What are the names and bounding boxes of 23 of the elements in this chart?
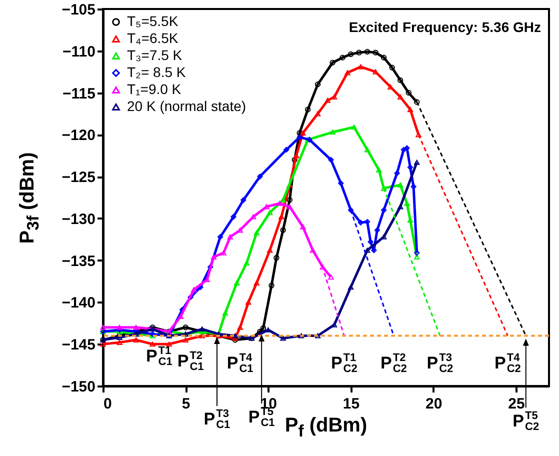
x-tick-label: 15 xyxy=(342,396,360,412)
y-tick-label: −110 xyxy=(62,43,96,60)
legend-label: T₁=9.0 K xyxy=(127,81,182,97)
y-tick-label: −145 xyxy=(62,336,96,354)
y-tick-label: −120 xyxy=(62,127,96,144)
x-tick-label: 5 xyxy=(182,396,190,412)
legend-label: T₂= 8.5 K xyxy=(127,64,186,80)
y-tick-label: −140 xyxy=(62,294,96,312)
x-tick-label: 20 xyxy=(426,396,442,412)
legend-label: 20 K (normal state) xyxy=(127,98,246,114)
legend-label: T₄=6.5K xyxy=(127,30,179,46)
x-tick-label: 25 xyxy=(508,396,525,412)
y-tick-label: −115 xyxy=(62,85,96,102)
legend-label: T₅=5.5K xyxy=(127,13,179,29)
x-tick-label: 0 xyxy=(104,396,112,412)
y-tick-label: −130 xyxy=(62,210,96,228)
y-tick-label: −105 xyxy=(62,2,96,18)
y-tick-label: −135 xyxy=(62,252,96,270)
y-tick-label: −125 xyxy=(62,169,96,186)
y-tick-label: −150 xyxy=(62,378,96,396)
legend-label: T₃=7.5 K xyxy=(127,47,183,63)
x-axis-title: P$_{f}$ (dBm) xyxy=(284,414,368,442)
annotation: Excited Frequency: 5.36 GHz xyxy=(348,19,541,35)
